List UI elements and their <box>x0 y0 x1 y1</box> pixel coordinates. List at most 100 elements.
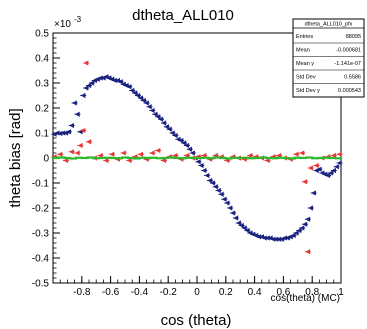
series-2-point <box>83 60 89 66</box>
series-1-point <box>158 116 164 122</box>
series-1-point <box>244 227 250 234</box>
x-axis-title: cos (theta) <box>161 312 232 329</box>
y-tick-label: 0.4 <box>35 54 49 65</box>
series-2-point <box>247 152 253 159</box>
y-axis-title: theta bias [rad] <box>7 108 24 207</box>
y-tick-label: -0.2 <box>32 204 50 215</box>
series-2-point <box>126 157 132 164</box>
series-1-point <box>236 220 241 226</box>
series-1-point <box>308 205 313 211</box>
series-1-point <box>181 140 187 146</box>
series-1-point <box>299 225 305 231</box>
series-1-point <box>167 126 172 132</box>
series-1-point <box>230 210 236 216</box>
series-1-point <box>152 111 158 117</box>
series-2-point <box>120 150 126 156</box>
series-1-point <box>72 100 77 106</box>
series-1-point <box>273 236 279 242</box>
x-axis-annotation: cos(theta) (MC) <box>271 293 340 304</box>
series-2-point <box>305 249 311 255</box>
stats-row-value: 88095 <box>346 34 361 40</box>
series-1-point <box>60 130 66 136</box>
stats-row-label: Mean <box>296 48 310 54</box>
stats-row-value: -0.000681 <box>336 48 361 54</box>
x-axis-ticks: -0.8 -0.6 -0.4 -0.2 0 0.2 0.4 0.6 0.8 1 <box>59 276 344 298</box>
series-1-point <box>282 235 288 241</box>
x-tick-label: 0.6 <box>276 287 290 298</box>
series-1-point <box>54 130 60 136</box>
stats-title: dtheta_ALL010_pfx <box>305 22 353 28</box>
y-tick-label: 0.2 <box>35 104 49 115</box>
x-tick-label: 0.4 <box>248 287 262 298</box>
y-tick-label: -0.5 <box>32 279 50 290</box>
series-1-point <box>141 97 146 104</box>
series-2-point <box>331 152 336 159</box>
series-1-point <box>146 104 152 110</box>
series-1-point <box>201 167 207 174</box>
series-2-point <box>103 157 109 164</box>
series-2-point <box>74 150 80 156</box>
series-1-point <box>198 162 204 169</box>
series-1-point <box>331 167 336 174</box>
series-1-point <box>138 95 144 101</box>
series-1-point <box>161 120 167 126</box>
series-1-point <box>325 172 331 179</box>
series-2-point <box>109 151 115 157</box>
series-1-point <box>241 225 247 231</box>
series-1-point <box>118 79 123 85</box>
x-tick-label: 0 <box>194 287 200 298</box>
stats-row-label: Std Dev <box>296 75 316 81</box>
x-tick-label: 0.2 <box>219 287 233 298</box>
series-1-point <box>233 215 239 221</box>
series-1-point <box>190 150 195 156</box>
series-2-point <box>86 139 92 145</box>
series-2-point <box>149 150 155 156</box>
series-2-point <box>161 157 167 164</box>
stats-row-value: 0.000543 <box>338 88 361 94</box>
series-2-point <box>313 162 319 169</box>
series-1-point <box>270 236 276 242</box>
series-1-point <box>210 180 216 186</box>
stats-row-label: Entries <box>296 34 313 40</box>
series-1-point <box>195 159 201 165</box>
series-1-point <box>135 92 141 99</box>
series-1-point <box>126 84 132 90</box>
y-tick-label: -0.3 <box>32 229 50 240</box>
series-1-point <box>311 190 316 196</box>
series-1-point <box>164 124 169 130</box>
data-points <box>51 60 343 255</box>
series-1-point <box>302 221 308 227</box>
series-1-point <box>216 187 221 194</box>
series-1-point <box>66 129 72 135</box>
stats-row-label: Mean y <box>296 61 314 67</box>
series-1-point <box>213 184 218 190</box>
series-2-point <box>69 149 74 155</box>
series-1-point <box>316 166 322 172</box>
y-exponent-label: ×10 <box>54 19 71 30</box>
x-tick-label: -0.6 <box>102 287 120 298</box>
y-axis-ticks: 0.5 0.4 0.3 0.2 0.1 0 -0.1 -0.2 -0.3 -0.4 -0.5 <box>32 29 60 290</box>
series-1-point <box>224 200 230 206</box>
x-tick-label: -0.4 <box>131 287 149 298</box>
stats-row-label: Std Dev y <box>296 88 320 94</box>
y-tick-label: 0.3 <box>35 79 49 90</box>
series-2-point <box>299 150 305 156</box>
x-tick-label: -0.2 <box>160 287 178 298</box>
chart-title: dtheta_ALL010 <box>132 7 234 24</box>
series-1-point <box>276 236 282 242</box>
series-1-point <box>328 170 334 176</box>
series-1-point <box>83 85 89 91</box>
x-tick-label: -0.8 <box>73 287 91 298</box>
series-1-point <box>296 227 302 234</box>
x-tick-label: 1 <box>338 287 344 298</box>
series-2-point <box>138 151 144 157</box>
series-2-point <box>264 157 270 164</box>
series-2-point <box>57 151 63 157</box>
series-1-point <box>305 216 311 222</box>
series-1-point <box>144 100 149 106</box>
series-2-point <box>63 157 69 164</box>
series-1-point <box>172 132 178 139</box>
series-2-point <box>77 142 83 149</box>
series-1-point <box>155 114 161 120</box>
series-1-point <box>184 142 190 149</box>
